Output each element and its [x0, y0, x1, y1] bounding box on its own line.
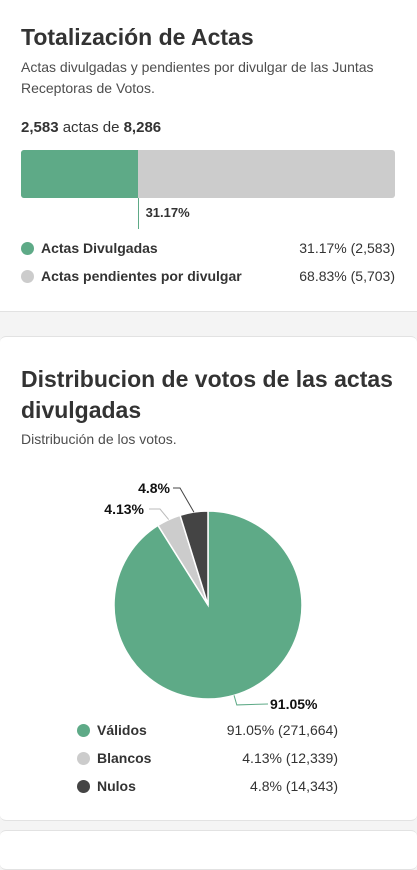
- pie-legend-item-validos[interactable]: Válidos 91.05% (271,664): [77, 720, 338, 740]
- pie-legend-item-blancos[interactable]: Blancos 4.13% (12,339): [77, 748, 338, 768]
- legend-value: 31.17% (2,583): [299, 240, 395, 256]
- pie-leader-line: [173, 487, 195, 513]
- totalizacion-subtitle: Actas divulgadas y pendientes por divulg…: [21, 59, 374, 96]
- legend-value: 91.05% (271,664): [226, 722, 338, 738]
- legend-label: Actas pendientes por divulgar: [41, 268, 242, 284]
- distribucion-title: Distribucion de votos de las actas divul…: [21, 366, 393, 423]
- legend-dot-icon: [77, 751, 90, 765]
- distribucion-card: Distribucion de votos de las actas divul…: [0, 336, 417, 821]
- pie-label-blancos: 4.13%: [104, 501, 144, 517]
- actas-total-count: 8,286: [123, 119, 162, 136]
- legend-label: Actas Divulgadas: [41, 240, 158, 256]
- legend-dot-icon: [21, 269, 34, 283]
- actas-divulgadas-count: 2,583: [21, 119, 59, 136]
- legend-label: Blancos: [97, 750, 152, 766]
- progress-percent-label: 31.17%: [145, 205, 190, 220]
- legend-value: 4.13% (12,339): [242, 750, 338, 766]
- legend-dot-icon: [77, 779, 90, 793]
- pie-label-nulos: 4.8%: [138, 480, 170, 496]
- legend-dot-icon: [21, 241, 34, 255]
- pie-label-validos: 91.05%: [270, 696, 318, 712]
- legend-item-divulgadas[interactable]: Actas Divulgadas 31.17% (2,583): [21, 238, 395, 258]
- legend-label: Válidos: [97, 722, 147, 738]
- legend-value: 68.83% (5,703): [299, 268, 395, 284]
- progress-marker: [137, 198, 139, 229]
- legend-label: Nulos: [97, 778, 136, 794]
- actas-count-text: actas de: [58, 119, 124, 136]
- pie-leader-line: [233, 695, 269, 706]
- progress-bar: [21, 150, 395, 198]
- totalizacion-title: Totalización de Actas: [21, 24, 254, 50]
- actas-count: 2,583 actas de 8,286: [21, 119, 161, 136]
- legend-item-pendientes[interactable]: Actas pendientes por divulgar 68.83% (5,…: [21, 266, 395, 286]
- distribucion-subtitle: Distribución de los votos.: [21, 431, 177, 447]
- pie-chart: 91.05% 4.13% 4.8%: [104, 480, 318, 712]
- legend-dot-icon: [77, 723, 90, 737]
- next-card: [0, 830, 417, 870]
- totalizacion-card: Totalización de Actas Actas divulgadas y…: [0, 0, 417, 312]
- progress-bar-fill: [21, 150, 138, 198]
- pie-legend-item-nulos[interactable]: Nulos 4.8% (14,343): [77, 776, 338, 796]
- legend-value: 4.8% (14,343): [250, 778, 338, 794]
- pie-leader-line: [149, 508, 170, 520]
